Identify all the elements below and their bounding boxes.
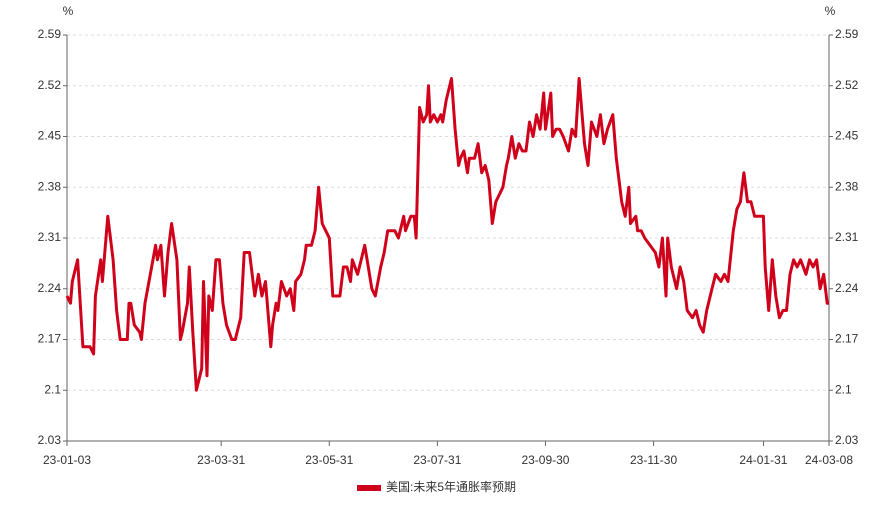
x-tick-label: 23-01-03 <box>43 453 91 467</box>
x-tick-label: 23-03-31 <box>197 453 245 467</box>
y2-tick-label: 2.52 <box>835 78 859 92</box>
legend-swatch <box>357 485 381 491</box>
y2-tick-label: 2.45 <box>835 129 859 143</box>
y-tick-label: 2.1 <box>44 382 61 396</box>
y2-tick-label: 2.31 <box>835 230 859 244</box>
line <box>65 77 829 392</box>
y2-tick-label: 2.24 <box>835 281 859 295</box>
y-tick-label: 2.38 <box>38 179 62 193</box>
y2-tick-label: 2.59 <box>835 27 859 41</box>
y-tick-label: 2.03 <box>38 433 62 447</box>
y2-tick-label: 2.17 <box>835 332 859 346</box>
y2-tick-label: 2.03 <box>835 433 859 447</box>
y-unit-left: % <box>63 4 74 18</box>
y-tick-label: 2.24 <box>38 281 62 295</box>
x-tick-label: 23-05-31 <box>305 453 353 467</box>
y-unit-right: % <box>825 4 836 18</box>
y-tick-label: 2.45 <box>38 129 62 143</box>
x-tick-label: 23-11-30 <box>630 453 677 467</box>
y2-tick-label: 2.38 <box>835 179 859 193</box>
x-tick-label: 24-03-08 <box>805 453 853 467</box>
x-tick-label: 24-01-31 <box>739 453 787 467</box>
y-tick-label: 2.31 <box>38 230 62 244</box>
x-tick-label: 23-07-31 <box>413 453 461 467</box>
y-tick-label: 2.17 <box>38 332 62 346</box>
y-tick-label: 2.52 <box>38 78 62 92</box>
y2-tick-label: 2.1 <box>835 382 852 396</box>
y-tick-label: 2.59 <box>38 27 62 41</box>
x-tick-label: 23-09-30 <box>521 453 569 467</box>
legend-label: 美国:未来5年通胀率预期 <box>386 479 516 494</box>
